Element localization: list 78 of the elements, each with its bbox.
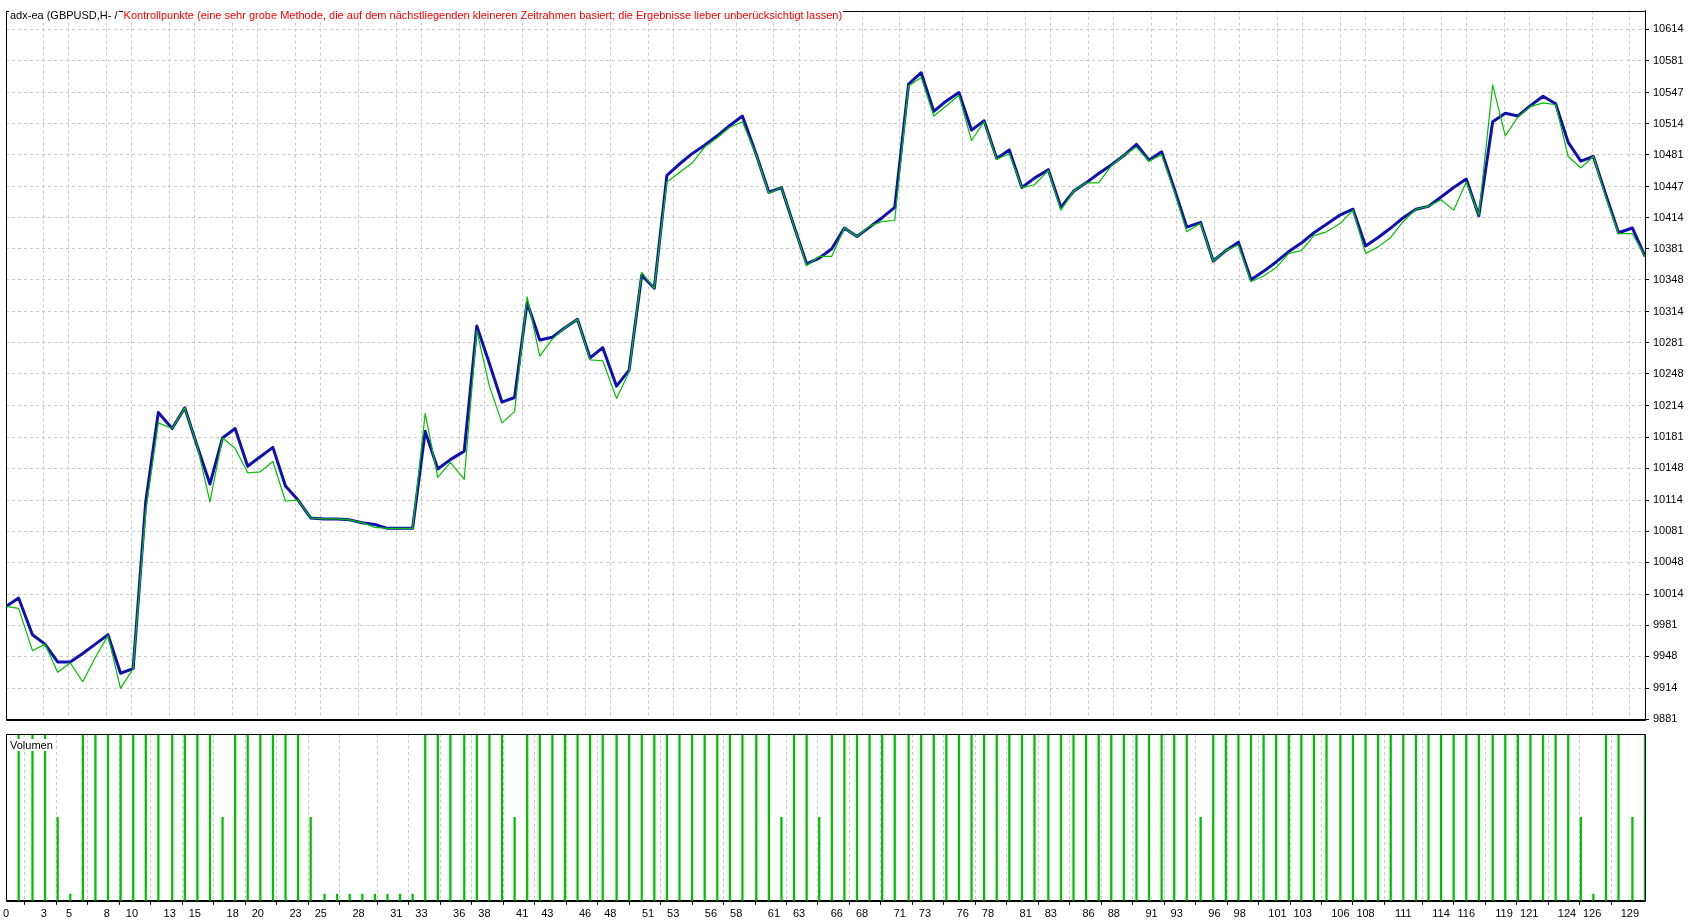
- x-tick-label: 53: [667, 907, 680, 920]
- y-tick-label: 9948: [1653, 649, 1678, 662]
- x-tick-label: 111: [1394, 907, 1412, 920]
- y-tick-label: 10414: [1653, 210, 1684, 223]
- x-tick-label: 28: [352, 907, 365, 920]
- x-tick-label: 83: [1044, 907, 1057, 920]
- y-tick-label: 10381: [1653, 241, 1684, 254]
- x-tick-label: 18: [226, 907, 239, 920]
- y-tick-label: 10214: [1653, 398, 1684, 411]
- x-tick-label: 5: [65, 907, 73, 920]
- x-tick-label: 73: [918, 907, 932, 920]
- y-tick-label: 9914: [1653, 681, 1678, 694]
- x-tick-label: 108: [1356, 907, 1375, 920]
- text: Volumen: [9, 739, 54, 751]
- y-tick-label: 10314: [1653, 304, 1684, 317]
- x-tick-label: 88: [1107, 907, 1120, 920]
- y-tick-label: 10547: [1653, 85, 1684, 98]
- x-tick-label: 101: [1268, 907, 1287, 920]
- y-tick-label: 10114: [1653, 493, 1683, 506]
- y-tick-label: 10081: [1653, 524, 1684, 537]
- x-tick-label: 33: [415, 907, 428, 920]
- y-tick-label: 10447: [1653, 179, 1684, 192]
- x-tick-label: 8: [103, 907, 110, 920]
- x-tick-label: 20: [251, 907, 264, 920]
- x-tick-label: 31: [390, 907, 403, 920]
- x-tick-label: 3: [40, 907, 47, 920]
- x-tick-label: 116: [1457, 907, 1476, 920]
- x-tick-label: 68: [855, 907, 869, 920]
- x-tick-label: 13: [163, 907, 176, 920]
- y-tick-label: 10248: [1653, 366, 1684, 379]
- x-tick-label: 15: [188, 907, 201, 920]
- x-tick-label: 129: [1620, 907, 1640, 920]
- x-tick-label: 43: [541, 907, 554, 920]
- x-tick-label: 114: [1432, 907, 1450, 920]
- x-tick-label: 63: [792, 907, 806, 920]
- y-tick-label: 10614: [1653, 22, 1684, 35]
- y-tick-label: 10281: [1653, 335, 1684, 348]
- x-tick-label: 71: [893, 907, 906, 920]
- y-tick-label: 10014: [1653, 587, 1684, 600]
- x-tick-label: 36: [453, 907, 466, 920]
- x-tick-label: 41: [516, 907, 529, 920]
- x-tick-label: 76: [956, 907, 969, 920]
- x-tick-label: 119: [1495, 907, 1513, 920]
- x-tick-label: 78: [981, 907, 995, 920]
- x-tick-label: 86: [1082, 907, 1095, 920]
- x-tick-label: 48: [604, 907, 617, 920]
- x-tick-label: 23: [289, 907, 302, 920]
- x-tick-label: 121: [1520, 907, 1539, 920]
- chart-subtitle: Kontrollpunkte (eine sehr grobe Methode, die auf dem nächstliegenden kleineren Zeitrahmen basiert; die Ergebnisse lieber unberücksichtigt lassen): [122, 9, 844, 21]
- x-tick-label: 25: [314, 907, 327, 920]
- x-tick-label: 51: [641, 907, 655, 920]
- y-tick-label: 10148: [1653, 461, 1684, 474]
- y-tick-label: 10181: [1653, 430, 1684, 443]
- x-tick-label: 56: [704, 907, 718, 920]
- x-tick-label: 46: [578, 907, 592, 920]
- y-tick-label: 10481: [1653, 147, 1684, 160]
- y-tick-label: 10048: [1653, 555, 1684, 568]
- x-tick-label: 66: [830, 907, 843, 920]
- y-tick-label: 10348: [1653, 272, 1684, 285]
- x-tick-label: 98: [1233, 907, 1246, 920]
- y-tick-label: 10514: [1653, 116, 1684, 129]
- y-tick-label: 9881: [1653, 712, 1678, 725]
- y-tick-label: 9981: [1653, 618, 1678, 631]
- x-tick-label: 38: [478, 907, 491, 920]
- x-tick-label: 103: [1293, 907, 1312, 920]
- x-tick-label: 58: [730, 907, 743, 920]
- y-tick-label: 10581: [1653, 53, 1684, 66]
- x-tick-label: 91: [1145, 907, 1158, 920]
- x-tick-label: 81: [1019, 907, 1032, 920]
- chart-title: adx-ea (GBPUSD,H- /: [9, 9, 119, 21]
- x-tick-label: 96: [1208, 907, 1221, 920]
- x-tick-label: 126: [1582, 907, 1602, 920]
- x-tick-label: 10: [125, 907, 139, 920]
- x-tick-label: 61: [767, 907, 781, 920]
- x-tick-label: 0: [3, 907, 10, 920]
- x-tick-label: 93: [1170, 907, 1183, 920]
- x-tick-label: 106: [1331, 907, 1350, 920]
- x-tick-label: 124: [1557, 907, 1577, 920]
